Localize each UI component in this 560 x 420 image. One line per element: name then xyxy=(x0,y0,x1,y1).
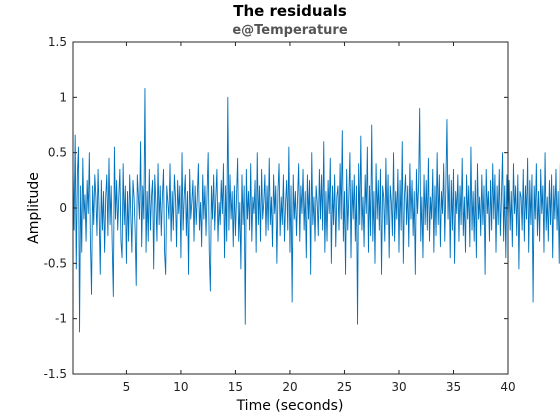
y-tick-label: -1.5 xyxy=(44,367,67,381)
chart-subtitle: e@Temperature xyxy=(232,23,348,38)
y-tick-label: -1 xyxy=(55,312,67,326)
y-axis-label: Amplitude xyxy=(26,172,42,244)
y-tick-label: 1 xyxy=(59,90,67,104)
y-tick-label: -0.5 xyxy=(44,256,67,270)
x-tick-label: 5 xyxy=(123,380,131,394)
y-axis: -1.5 -1 -0.5 0 0.5 1 1.5 xyxy=(44,35,508,381)
x-tick-label: 30 xyxy=(391,380,406,394)
x-tick-label: 40 xyxy=(500,380,515,394)
x-tick-label: 10 xyxy=(173,380,188,394)
y-tick-label: 1.5 xyxy=(48,35,67,49)
x-tick-label: 20 xyxy=(282,380,297,394)
x-tick-label: 35 xyxy=(446,380,461,394)
x-tick-label: 25 xyxy=(337,380,352,394)
y-tick-label: 0.5 xyxy=(48,146,67,160)
series-line-0 xyxy=(72,88,560,333)
series-line-group xyxy=(72,88,560,333)
x-axis-label: Time (seconds) xyxy=(236,398,344,414)
y-tick-label: 0 xyxy=(59,201,67,215)
x-tick-label: 15 xyxy=(228,380,243,394)
chart-title: The residuals xyxy=(233,2,347,20)
x-axis: 5 10 15 20 25 30 35 40 xyxy=(123,42,516,394)
